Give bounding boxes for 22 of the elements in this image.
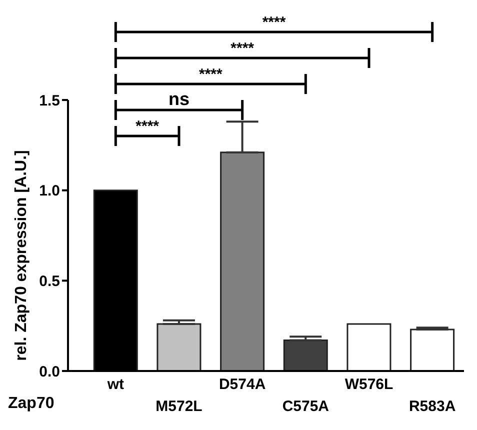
annotation: **** <box>136 118 160 135</box>
x-tick-label: wt <box>106 376 124 393</box>
y-tick-label: 1.0 <box>39 182 60 200</box>
y-axis-title: rel. Zap70 expression [A.U.] <box>13 150 30 361</box>
x-tick-label: M572L <box>156 398 202 415</box>
x-axis-title: Zap70 <box>8 395 54 413</box>
text: **** <box>230 40 254 57</box>
bar <box>346 323 392 371</box>
text: **** <box>262 14 286 31</box>
bar <box>220 152 265 371</box>
y-tick-label: 0.0 <box>39 363 60 380</box>
bar <box>156 323 202 371</box>
x-tick-label: C575A <box>282 398 330 415</box>
x-tick-label: R583A <box>408 398 456 415</box>
y-tick-label: 1.5 <box>39 92 60 110</box>
x-tick-label: W576L <box>344 376 394 393</box>
bar <box>283 340 328 371</box>
annotation: ns <box>168 89 190 109</box>
bar <box>410 328 455 371</box>
text: **** <box>198 66 222 83</box>
x-tick-label: D574A <box>218 376 266 393</box>
y-tick-label: 0.5 <box>39 272 60 290</box>
